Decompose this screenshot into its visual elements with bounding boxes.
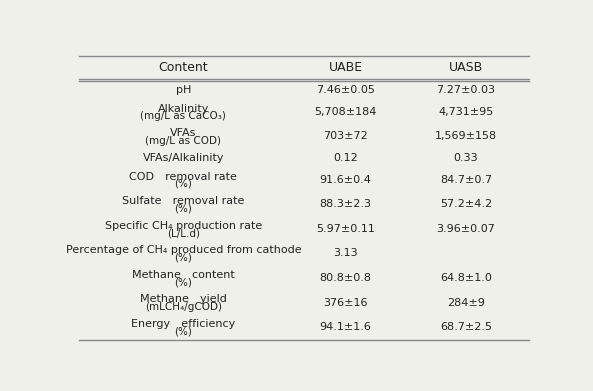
- Text: VFAs/Alkalinity: VFAs/Alkalinity: [143, 153, 224, 163]
- Text: (%): (%): [174, 277, 192, 287]
- Text: (mg/L as CaCO₃): (mg/L as CaCO₃): [141, 111, 227, 121]
- Text: 7.27±0.03: 7.27±0.03: [436, 85, 496, 95]
- Text: UASB: UASB: [449, 61, 483, 74]
- Text: 3.96±0.07: 3.96±0.07: [436, 224, 496, 234]
- Text: 64.8±1.0: 64.8±1.0: [440, 273, 492, 283]
- Text: 5.97±0.11: 5.97±0.11: [316, 224, 375, 234]
- Text: (%): (%): [174, 326, 192, 336]
- Text: VFAs: VFAs: [170, 128, 197, 138]
- Text: (L/L.d): (L/L.d): [167, 228, 200, 238]
- Text: 57.2±4.2: 57.2±4.2: [440, 199, 492, 209]
- Text: 284±9: 284±9: [447, 298, 485, 308]
- Text: 88.3±2.3: 88.3±2.3: [320, 199, 372, 209]
- Text: COD removal rate: COD removal rate: [129, 172, 237, 181]
- Text: (mLCH₄/gCOD): (mLCH₄/gCOD): [145, 302, 222, 312]
- Text: 376±16: 376±16: [323, 298, 368, 308]
- Text: (%): (%): [174, 253, 192, 263]
- Text: 94.1±1.6: 94.1±1.6: [320, 322, 371, 332]
- Text: 0.33: 0.33: [454, 153, 479, 163]
- Text: 91.6±0.4: 91.6±0.4: [320, 175, 371, 185]
- Text: (%): (%): [174, 203, 192, 213]
- Text: 68.7±2.5: 68.7±2.5: [440, 322, 492, 332]
- Text: Alkalinity: Alkalinity: [158, 104, 209, 113]
- Text: pH: pH: [176, 85, 191, 95]
- Text: 5,708±184: 5,708±184: [314, 107, 377, 117]
- Text: 0.12: 0.12: [333, 153, 358, 163]
- Text: 7.46±0.05: 7.46±0.05: [316, 85, 375, 95]
- Text: 1,569±158: 1,569±158: [435, 131, 497, 141]
- Text: UABE: UABE: [329, 61, 363, 74]
- Text: Energy efficiency: Energy efficiency: [131, 319, 235, 329]
- Text: Specific CH₄ production rate: Specific CH₄ production rate: [105, 221, 262, 231]
- Text: Sulfate removal rate: Sulfate removal rate: [122, 196, 245, 206]
- Text: 80.8±0.8: 80.8±0.8: [320, 273, 372, 283]
- Text: Percentage of CH₄ produced from cathode: Percentage of CH₄ produced from cathode: [66, 245, 301, 255]
- Text: 84.7±0.7: 84.7±0.7: [440, 175, 492, 185]
- Text: 3.13: 3.13: [333, 249, 358, 258]
- Text: Methane content: Methane content: [132, 270, 235, 280]
- Text: 703±72: 703±72: [323, 131, 368, 141]
- Text: (mg/L as COD): (mg/L as COD): [145, 136, 221, 145]
- Text: Content: Content: [158, 61, 208, 74]
- Text: (%): (%): [174, 179, 192, 189]
- Text: 4,731±95: 4,731±95: [438, 107, 494, 117]
- Text: Methane yield: Methane yield: [140, 294, 227, 305]
